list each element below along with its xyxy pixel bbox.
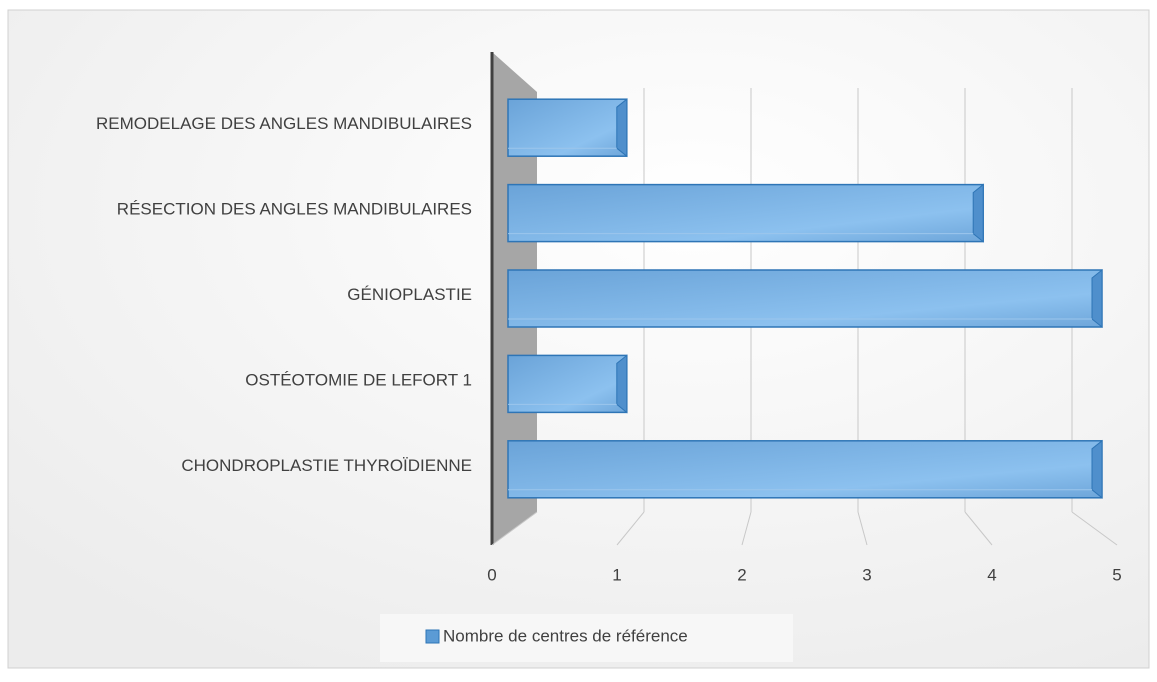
floor-line bbox=[741, 511, 752, 546]
y-tick-label: GÉNIOPLASTIE bbox=[347, 285, 472, 304]
x-tick-label: 2 bbox=[737, 565, 746, 584]
bar-side bbox=[1091, 268, 1103, 329]
legend-swatch bbox=[425, 629, 440, 644]
legend-label: Nombre de centres de référence bbox=[443, 626, 688, 645]
bar-side bbox=[972, 183, 984, 243]
bar bbox=[507, 183, 984, 243]
x-tick-label: 5 bbox=[1112, 565, 1121, 584]
bar-side bbox=[616, 354, 628, 414]
x-tick-label: 1 bbox=[612, 565, 621, 584]
bar bbox=[507, 269, 1103, 328]
x-tick-label: 3 bbox=[862, 565, 871, 584]
y-tick-label: CHONDROPLASTIE THYROÏDIENNE bbox=[181, 456, 472, 475]
y-tick-label: REMODELAGE DES ANGLES MANDIBULAIRES bbox=[96, 114, 472, 133]
y-tick-label: OSTÉOTOMIE DE LEFORT 1 bbox=[245, 370, 472, 389]
bar bbox=[507, 354, 628, 414]
x-tick-label: 4 bbox=[987, 565, 996, 584]
floor-line bbox=[1071, 511, 1118, 546]
legend-box bbox=[380, 614, 793, 662]
bar bbox=[507, 98, 628, 157]
bar-side bbox=[1091, 439, 1103, 499]
bar bbox=[507, 440, 1103, 499]
y-tick-label: RÉSECTION DES ANGLES MANDIBULAIRES bbox=[117, 200, 472, 219]
floor-line bbox=[491, 511, 538, 546]
x-tick-label: 0 bbox=[487, 565, 496, 584]
floor-line bbox=[616, 511, 645, 546]
floor-line bbox=[964, 511, 993, 546]
bar-side bbox=[616, 98, 628, 158]
floor-line bbox=[857, 511, 868, 546]
